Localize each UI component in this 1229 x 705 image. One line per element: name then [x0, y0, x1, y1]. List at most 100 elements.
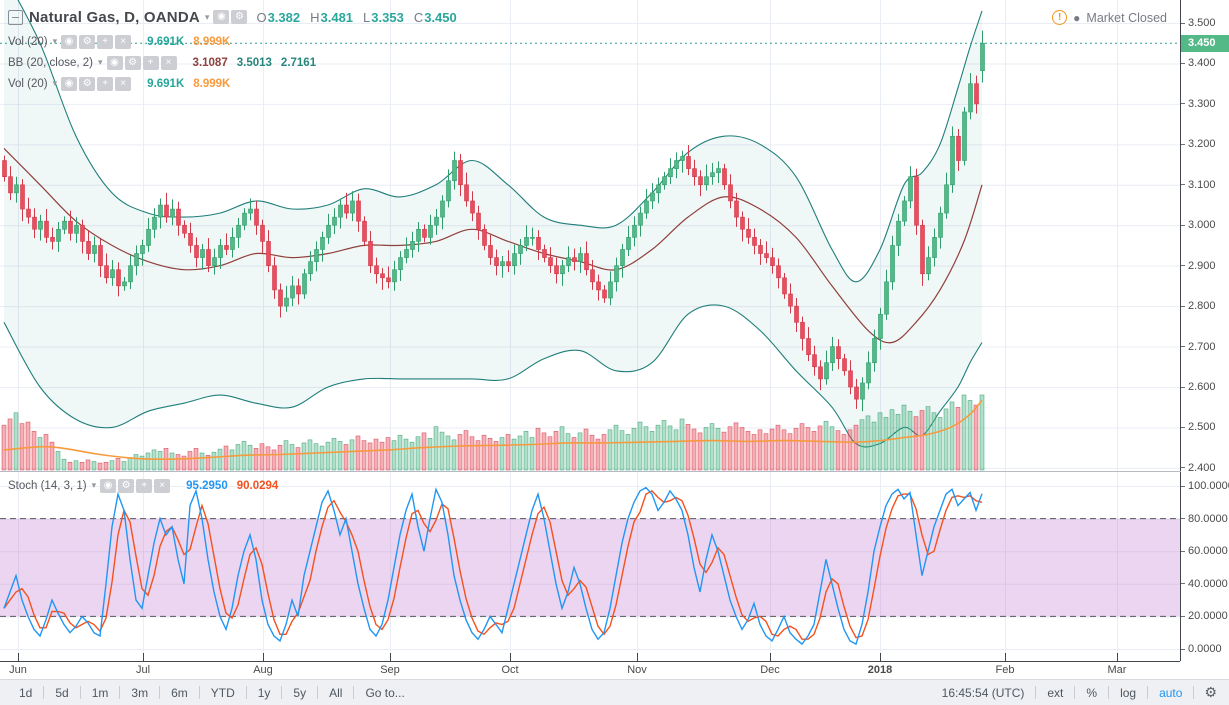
ohlc-item: O3.382 [256, 9, 301, 25]
range-button-go-to-[interactable]: Go to... [365, 685, 405, 700]
close-icon[interactable]: × [160, 55, 177, 70]
axis-label: 3.100 [1188, 178, 1216, 191]
toolbar-divider [119, 686, 121, 699]
axis-tick [1181, 224, 1185, 226]
chevron-down-icon[interactable]: ▾ [98, 57, 103, 67]
range-button-3m[interactable]: 3m [131, 685, 149, 700]
settings-gear-icon[interactable]: ⚙ [1204, 684, 1217, 700]
plus-icon[interactable]: + [97, 34, 114, 49]
axis-label: 40.0000 [1188, 577, 1228, 590]
scale-button-ext[interactable]: ext [1047, 685, 1064, 700]
axis-label: 3.200 [1188, 138, 1216, 151]
gear-icon[interactable]: ⚙ [79, 34, 96, 49]
gear-icon[interactable]: ⚙ [124, 55, 141, 70]
close-icon[interactable]: × [115, 76, 132, 91]
axis-label: 60.0000 [1188, 545, 1228, 558]
collapse-panel-button[interactable] [8, 9, 23, 25]
chart-legend: Natural Gas, D, OANDA ▾ ◉ ⚙ O3.382 H3.481 L… [8, 6, 457, 493]
indicator-value: 8.999K [193, 77, 231, 90]
indicator-legend-row: BB (20, close, 2) ▾ ◉ ⚙ + × 3.1087 3.5013 2.7161 [8, 55, 316, 70]
range-button-6m[interactable]: 6m [171, 685, 188, 700]
time-tick [880, 653, 881, 661]
indicator-name[interactable]: Vol (20) [8, 77, 48, 90]
range-button-5y[interactable]: 5y [293, 685, 307, 700]
price-axis[interactable]: 3.500 3.400 3.300 3.200 3.100 3.000 2.900 2.800… [1181, 0, 1229, 661]
price-chart-canvas[interactable] [0, 0, 1180, 661]
time-tick [1117, 653, 1118, 661]
toolbar-divider [353, 686, 355, 699]
gear-icon[interactable]: ⚙ [231, 10, 248, 24]
time-label-Dec: Dec [760, 664, 780, 676]
warning-icon[interactable]: ! [1052, 10, 1068, 25]
axis-label: 0.0000 [1188, 643, 1222, 655]
range-button-all[interactable]: All [329, 685, 343, 700]
close-icon[interactable]: × [154, 478, 171, 493]
close-icon[interactable]: × [115, 34, 132, 49]
plus-icon[interactable]: + [97, 76, 114, 91]
range-button-5d[interactable]: 5d [55, 685, 69, 700]
price-axis-border [1180, 0, 1181, 661]
axis-label: 2.400 [1188, 461, 1216, 474]
range-button-1d[interactable]: 1d [19, 685, 33, 700]
axis-tick [1181, 550, 1185, 552]
toolbar-divider [245, 686, 247, 699]
axis-tick [1181, 22, 1185, 24]
plus-icon[interactable]: + [142, 55, 159, 70]
axis-tick [1181, 103, 1185, 105]
eye-icon[interactable]: ◉ [213, 10, 230, 24]
eye-icon[interactable]: ◉ [100, 478, 117, 493]
chevron-down-icon[interactable]: ▾ [91, 480, 97, 490]
time-label-Oct: Oct [501, 664, 519, 676]
axis-label: 2.500 [1188, 421, 1216, 434]
chevron-down-icon[interactable]: ▾ [52, 78, 58, 88]
time-label-Aug: Aug [253, 664, 273, 676]
time-axis-line [0, 661, 1180, 662]
eye-icon[interactable]: ◉ [61, 34, 78, 49]
indicator-value: 9.691K [147, 35, 185, 48]
clock[interactable]: 16:45:54 (UTC) [941, 685, 1025, 700]
scale-button-percent[interactable]: % [1086, 685, 1098, 700]
axis-tick [1181, 305, 1185, 307]
indicator-name[interactable]: Vol (20) [8, 35, 48, 48]
chevron-down-icon[interactable]: ▾ [52, 36, 58, 46]
market-status: ! ● Market Closed [1052, 10, 1167, 25]
indicator-legend-row: Stoch (14, 3, 1) ▾ ◉ ⚙ + × 95.2950 90.0294 [8, 478, 278, 493]
gear-icon[interactable]: ⚙ [118, 478, 135, 493]
plus-icon[interactable]: + [136, 478, 153, 493]
ohlc-item: C3.450 [413, 9, 457, 25]
chevron-down-icon[interactable]: ▾ [204, 11, 210, 22]
indicator-name[interactable]: Stoch (14, 3, 1) [8, 479, 87, 492]
toolbar-divider [198, 686, 200, 699]
range-button-1m[interactable]: 1m [91, 685, 109, 700]
range-button-ytd[interactable]: YTD [210, 685, 235, 700]
gear-icon[interactable]: ⚙ [79, 76, 96, 91]
indicator-value: 95.2950 [186, 479, 228, 492]
pane-separator[interactable] [0, 471, 1229, 472]
time-tick [770, 653, 771, 661]
time-tick [637, 653, 638, 661]
eye-icon[interactable]: ◉ [61, 76, 78, 91]
range-button-1y[interactable]: 1y [257, 685, 271, 700]
axis-tick [1181, 62, 1185, 64]
toolbar-divider [1193, 686, 1195, 699]
axis-label: 20.0000 [1188, 610, 1228, 623]
eye-icon[interactable]: ◉ [106, 55, 123, 70]
ohlc-item: L3.353 [363, 9, 404, 25]
axis-label: 2.600 [1188, 381, 1216, 393]
axis-label: 100.0000 [1188, 480, 1229, 492]
axis-tick [1181, 467, 1185, 469]
indicator-name[interactable]: BB (20, close, 2) [8, 56, 94, 69]
symbol-title[interactable]: Natural Gas, D, OANDA [29, 8, 200, 26]
scale-button-auto[interactable]: auto [1159, 685, 1183, 700]
toolbar-divider [281, 686, 283, 699]
axis-label: 80.0000 [1188, 512, 1228, 525]
toolbar-divider [1074, 686, 1076, 699]
axis-tick [1181, 184, 1185, 186]
axis-label: 3.400 [1188, 57, 1216, 70]
market-status-text: Market Closed [1086, 10, 1167, 25]
time-label-Jun: Jun [9, 664, 27, 676]
time-axis[interactable]: Jun Jul Aug Sep Oct Nov Dec 2018 Feb Mar [0, 653, 1229, 679]
toolbar-divider [159, 686, 161, 699]
scale-button-log[interactable]: log [1120, 685, 1137, 700]
axis-label: 3.500 [1188, 17, 1216, 29]
